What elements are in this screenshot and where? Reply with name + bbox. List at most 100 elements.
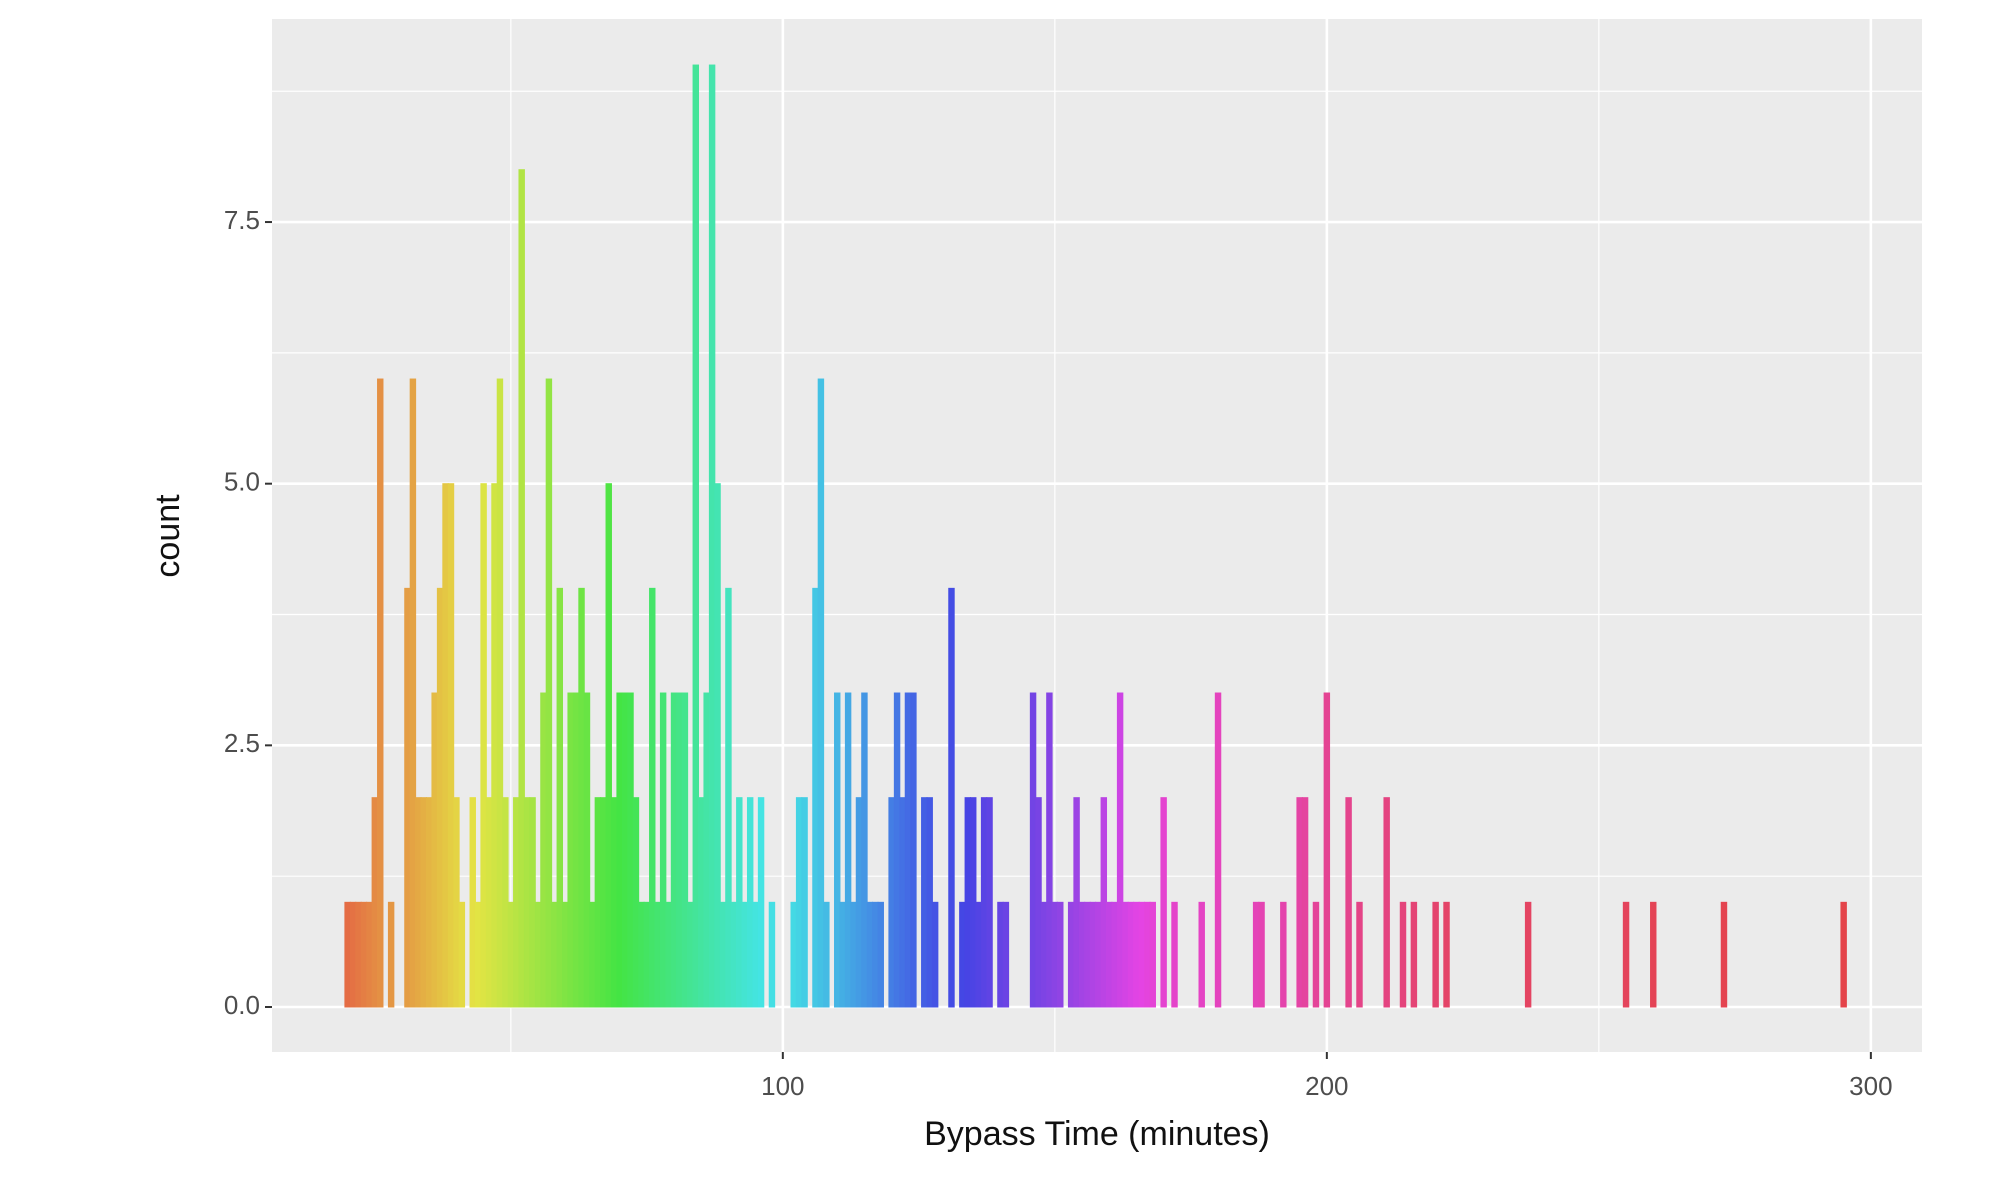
bar: [752, 901, 759, 1008]
bar: [426, 797, 433, 1008]
bar: [1280, 901, 1287, 1008]
y-tick-label: 5.0: [224, 467, 260, 497]
bar: [632, 797, 640, 1008]
y-tick-label: 7.5: [224, 205, 260, 235]
bar: [1040, 901, 1048, 1008]
bar: [1089, 901, 1097, 1008]
bar: [1046, 692, 1053, 1008]
bar: [812, 587, 819, 1008]
bar: [556, 587, 564, 1008]
bar: [627, 692, 634, 1008]
bar: [621, 692, 629, 1008]
bar: [997, 901, 1004, 1008]
bar: [578, 587, 585, 1008]
bar: [1840, 901, 1847, 1008]
bar: [551, 901, 558, 1008]
bar: [692, 64, 700, 1008]
bar: [877, 901, 884, 1008]
bar: [899, 797, 906, 1008]
bar: [1383, 797, 1390, 1008]
bar: [583, 692, 591, 1008]
bar: [1356, 901, 1363, 1008]
bar: [1002, 901, 1010, 1008]
bar: [676, 692, 683, 1008]
bar: [959, 901, 966, 1008]
bar: [638, 901, 645, 1008]
bar: [1312, 901, 1320, 1008]
y-tick-label: 0.0: [224, 990, 260, 1020]
bar: [649, 587, 656, 1008]
bar: [888, 797, 895, 1008]
bar: [1078, 901, 1086, 1008]
bar: [823, 901, 830, 1008]
bar: [844, 692, 852, 1008]
bar: [1252, 901, 1260, 1008]
bar: [371, 797, 379, 1008]
bar: [866, 901, 874, 1008]
bar: [757, 797, 765, 1008]
y-tick-label: 2.5: [224, 728, 260, 758]
bar: [360, 901, 368, 1008]
bar: [1116, 692, 1124, 1008]
bar: [589, 901, 596, 1008]
bar: [703, 692, 710, 1008]
bar: [1214, 692, 1222, 1008]
bar: [1144, 901, 1151, 1008]
bar: [855, 797, 863, 1008]
bar: [948, 587, 955, 1008]
bar: [714, 483, 721, 1008]
bar: [502, 797, 509, 1008]
bar: [1138, 901, 1146, 1008]
bar: [719, 901, 727, 1008]
bar: [507, 901, 515, 1008]
bar: [485, 797, 493, 1008]
bar: [415, 797, 422, 1008]
x-tick-label: 100: [761, 1071, 804, 1101]
bar: [861, 692, 868, 1008]
bar: [453, 797, 460, 1008]
bar: [562, 901, 569, 1008]
bar: [377, 378, 384, 1008]
bar: [1051, 901, 1059, 1008]
bar: [926, 797, 933, 1008]
bar: [801, 797, 808, 1008]
bar: [474, 901, 482, 1008]
bar: [534, 901, 542, 1008]
bar: [480, 483, 487, 1008]
bar: [839, 901, 846, 1008]
bar: [404, 587, 411, 1008]
bar: [458, 901, 466, 1008]
bar: [436, 587, 444, 1008]
x-axis-title: Bypass Time (minutes): [924, 1115, 1270, 1153]
bar: [1399, 901, 1407, 1008]
bar: [730, 901, 738, 1008]
bar: [746, 797, 754, 1008]
bar: [1095, 901, 1102, 1008]
bar: [659, 692, 667, 1008]
bar: [1443, 901, 1450, 1008]
y-axis-title: count: [149, 494, 187, 578]
bar: [540, 692, 547, 1008]
bar: [518, 169, 525, 1008]
bar: [741, 901, 748, 1008]
bar: [523, 797, 531, 1008]
bar: [431, 692, 438, 1008]
bar: [491, 483, 498, 1008]
bar: [795, 797, 803, 1008]
bar: [1057, 901, 1064, 1008]
bar: [681, 692, 689, 1008]
bar: [986, 797, 993, 1008]
bar: [355, 901, 362, 1008]
bar: [768, 901, 776, 1008]
bar: [1720, 901, 1728, 1008]
bar: [790, 901, 797, 1008]
bar: [921, 797, 928, 1008]
bar: [1301, 797, 1309, 1008]
bar: [1622, 901, 1630, 1008]
bar: [610, 797, 618, 1008]
bar: [931, 901, 939, 1008]
bar: [698, 797, 705, 1008]
bar: [1029, 692, 1037, 1008]
bar: [1524, 901, 1532, 1008]
bar: [970, 797, 977, 1008]
